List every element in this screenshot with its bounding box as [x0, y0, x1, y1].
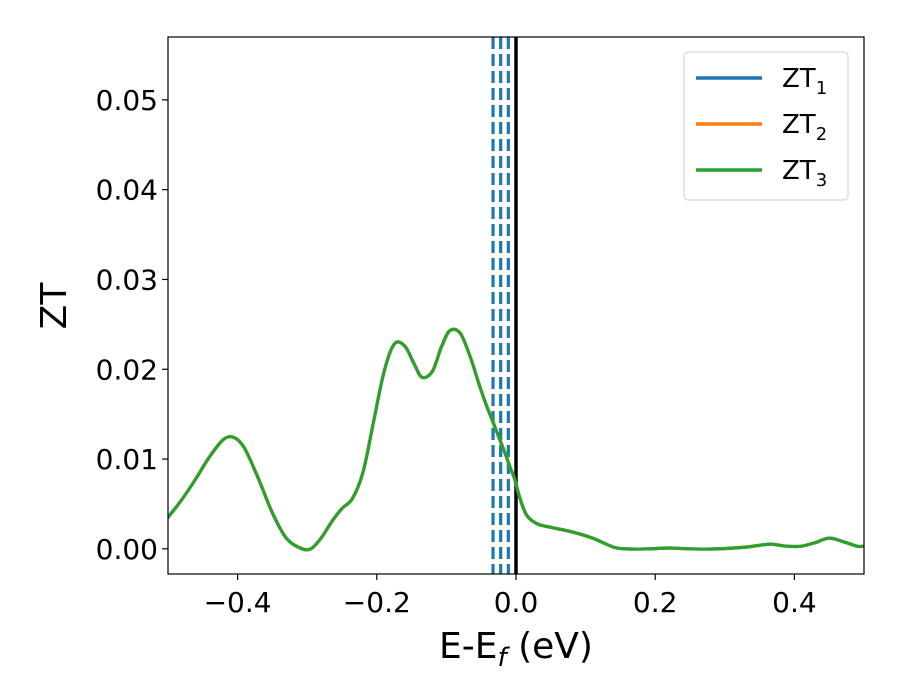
x-tick-label: 0.4: [772, 586, 817, 619]
legend-box: [683, 51, 849, 201]
legend-label-zt1: ZT1: [782, 64, 827, 99]
x-axis-ticks: −0.4 −0.2 0.0 0.2 0.4: [204, 574, 817, 619]
y-axis-ticks: 0.00 0.01 0.02 0.03 0.04 0.05: [96, 84, 168, 566]
x-tick-label: −0.2: [343, 586, 411, 619]
y-tick-label: 0.01: [96, 443, 158, 476]
legend-entries: ZT1 ZT2 ZT3: [696, 64, 827, 191]
y-tick-label: 0.04: [96, 174, 158, 207]
x-axis-label: E-Ef (eV): [439, 626, 593, 673]
x-tick-label: −0.4: [204, 586, 272, 619]
legend-label-zt3: ZT3: [782, 156, 827, 191]
series-lines: [168, 327, 864, 552]
x-axis-label-unit: (eV): [507, 626, 593, 667]
legend-label-zt2: ZT2: [782, 110, 827, 145]
x-tick-label: 0.0: [494, 586, 539, 619]
y-axis-label: ZT: [34, 282, 75, 330]
reference-lines: [491, 37, 518, 574]
legend: ZT1 ZT2 ZT3: [683, 51, 849, 201]
plot-area: [167, 36, 865, 575]
y-tick-label: 0.02: [96, 353, 158, 386]
y-tick-label: 0.05: [96, 84, 158, 117]
y-tick-label: 0.03: [96, 263, 158, 296]
x-tick-label: 0.2: [633, 586, 678, 619]
y-tick-label: 0.00: [96, 533, 158, 566]
x-axis-label-main: E-E: [439, 626, 497, 667]
series-line-zt3: [168, 327, 864, 552]
